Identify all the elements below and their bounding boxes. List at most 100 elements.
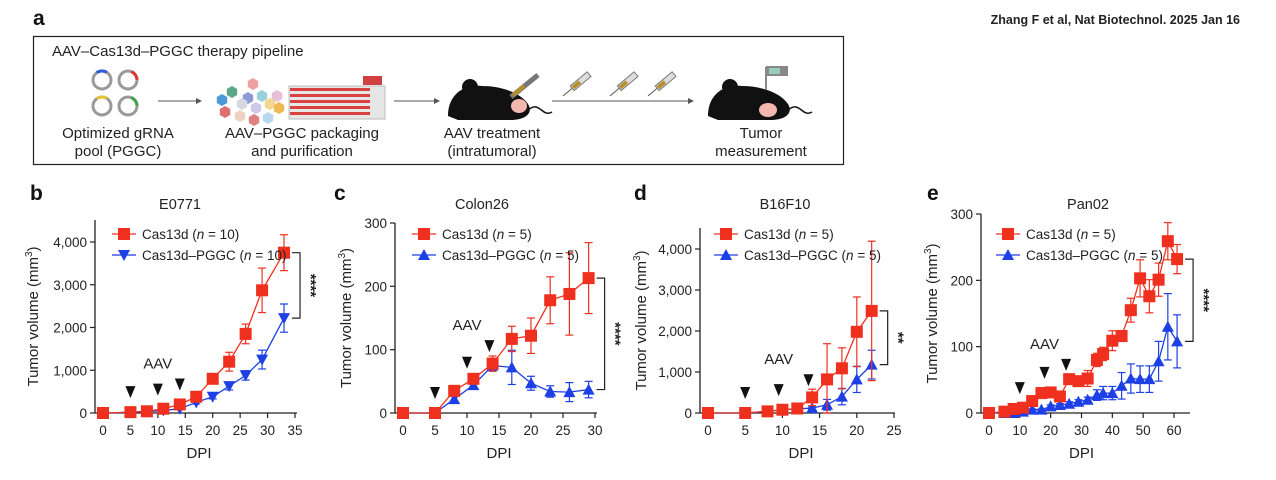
- injection-arrow-icon: [1061, 358, 1072, 371]
- triangle-marker: [1044, 400, 1057, 412]
- square-marker: [1115, 330, 1128, 343]
- triangle-down-marker: [118, 250, 130, 261]
- x-tick-label: 30: [587, 423, 602, 438]
- panel-letter: c: [334, 182, 346, 205]
- x-tick-label: 10: [775, 423, 790, 438]
- charts: b E0771 0 5 10 15 20 25 30 35 0 1,000 2,000 3,000 4,00…: [24, 182, 1212, 462]
- y-tick-label: 200: [950, 273, 973, 288]
- triangle-down-marker: [206, 391, 219, 403]
- arrow-icon: [158, 98, 202, 104]
- triangle-marker: [563, 386, 576, 398]
- square-marker: [998, 405, 1011, 418]
- triangle-marker: [1081, 393, 1094, 405]
- x-tick-label: 10: [150, 423, 165, 438]
- aav-particles-icon: [216, 78, 285, 126]
- square-marker: [850, 325, 863, 338]
- aav-capsid: [271, 90, 283, 102]
- x-tick-label: 35: [287, 423, 302, 438]
- triangle-marker: [1143, 373, 1156, 385]
- significance-bracket: [596, 277, 606, 391]
- injection-arrow-icon: [1039, 366, 1050, 379]
- x-tick-label: 30: [1074, 423, 1089, 438]
- y-tick-label: 4,000: [53, 235, 87, 250]
- injection-arrow-icon: [773, 384, 784, 397]
- square-marker: [1106, 334, 1119, 347]
- aav-capsid: [219, 106, 231, 118]
- legend-label: Cas13d (n = 5): [442, 227, 532, 242]
- y-tick-label: 1,000: [53, 363, 87, 378]
- step-2-line-2: and purification: [251, 143, 353, 160]
- triangle-marker: [525, 377, 537, 389]
- x-tick-label: 25: [233, 423, 248, 438]
- square-marker: [582, 272, 595, 285]
- injection-arrow-icon: [430, 387, 440, 399]
- step-3-line-2: (intratumoral): [447, 143, 536, 160]
- square-marker: [97, 407, 109, 419]
- y-tick-label: 1,000: [658, 365, 692, 380]
- series-cas13d: [702, 240, 878, 419]
- square-marker: [418, 228, 430, 240]
- chart-panel-d: d B16F10 0 5 10 15 20 25 0 1,000 2,000 3,000 4,000 DP…: [632, 182, 907, 462]
- square-marker: [776, 403, 789, 416]
- x-tick-label: 40: [1105, 423, 1120, 438]
- aav-capsid: [247, 78, 259, 90]
- aav-label: AAV: [143, 355, 172, 372]
- triangle-marker: [720, 249, 732, 260]
- panel-a: a AAV–Cas13d–PGGC therapy pipeline Optim…: [32, 7, 845, 166]
- plasmid-ring: [91, 95, 113, 117]
- injection-arrow-icon: [803, 374, 814, 387]
- triangle-marker: [1035, 403, 1048, 415]
- triangle-marker: [1063, 397, 1076, 409]
- x-tick-label: 20: [523, 423, 538, 438]
- legend-label: Cas13d (n = 5): [1026, 227, 1116, 242]
- injection-arrow-icon: [1014, 382, 1025, 395]
- triangle-marker: [505, 361, 518, 373]
- x-tick-label: 5: [431, 423, 439, 438]
- y-axis-label: Tumor volume (mm3): [632, 250, 650, 390]
- aav-capsid: [248, 114, 260, 126]
- grna-plasmids-icon: [91, 69, 139, 117]
- triangle-marker: [850, 373, 863, 385]
- triangle-down-marker: [256, 354, 269, 366]
- square-marker: [1081, 372, 1094, 385]
- significance-bracket: [879, 310, 889, 366]
- legend-label: Cas13d (n = 5): [744, 227, 834, 242]
- x-tick-label: 5: [741, 423, 749, 438]
- triangle-marker: [544, 385, 557, 397]
- aav-capsid: [226, 86, 238, 98]
- triangle-marker: [1115, 379, 1128, 391]
- x-axis-label: DPI: [788, 445, 813, 462]
- aav-capsid: [273, 102, 285, 114]
- triangle-marker: [448, 393, 461, 405]
- series-line: [403, 277, 590, 414]
- x-tick-label: 25: [886, 423, 901, 438]
- x-tick-label: 5: [127, 423, 135, 438]
- square-marker: [544, 294, 557, 307]
- aav-capsid: [216, 94, 228, 106]
- chart-panel-e: e Pan02 0 10 20 30 40 50 60 0 100 200 300 DPI Tumor vo…: [923, 182, 1212, 462]
- square-marker: [256, 284, 269, 297]
- square-marker: [1007, 403, 1020, 416]
- aav-label: AAV: [1030, 336, 1059, 353]
- square-marker: [1044, 386, 1057, 399]
- aav-capsid: [236, 98, 248, 110]
- y-tick-label: 2,000: [658, 324, 692, 339]
- x-axis-label: DPI: [486, 445, 511, 462]
- x-tick-label: 15: [812, 423, 827, 438]
- square-marker: [190, 390, 203, 403]
- injection-arrow-icon: [174, 378, 185, 391]
- panel-letter: b: [30, 182, 43, 205]
- significance-stars: ****: [607, 322, 624, 346]
- x-tick-label: 0: [985, 423, 993, 438]
- panel-title: Colon26: [455, 197, 509, 213]
- plasmid-grna-segment: [130, 96, 139, 107]
- triangle-marker: [806, 402, 819, 414]
- series-line: [708, 310, 873, 414]
- x-tick-label: 25: [555, 423, 570, 438]
- citation: Zhang F et al, Nat Biotechnol. 2025 Jan …: [991, 13, 1240, 27]
- significance-bracket: [1185, 258, 1194, 342]
- aav-capsid: [264, 98, 276, 110]
- y-tick-label: 200: [364, 279, 387, 294]
